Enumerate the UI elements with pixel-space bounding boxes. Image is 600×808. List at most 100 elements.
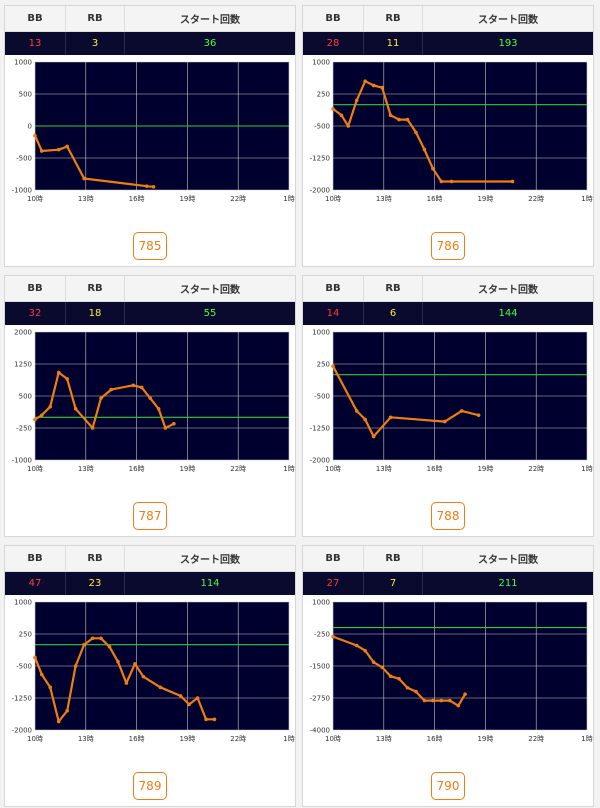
bb-count: 32	[5, 301, 66, 325]
y-tick-label: -1000	[12, 187, 32, 195]
y-tick-label: -250	[314, 631, 330, 639]
data-point	[56, 719, 61, 724]
x-tick-label: 1時	[283, 195, 294, 203]
y-tick-label: -1250	[310, 425, 330, 433]
data-point	[65, 709, 69, 713]
rb-count: 11	[363, 31, 423, 55]
machine-number-button[interactable]: 788	[431, 502, 465, 530]
x-tick-label: 16時	[129, 195, 145, 203]
data-point	[414, 130, 418, 135]
x-tick-label: 1時	[581, 735, 592, 743]
data-point	[371, 83, 376, 88]
machine-card: BB RB スタート回数 27 7 211 1000 -250 -1500 -2750 -4000 1…	[302, 545, 594, 807]
rb-header: RB	[65, 276, 125, 302]
series-line	[33, 637, 215, 723]
y-tick-label: -500	[314, 393, 330, 401]
data-point	[476, 413, 481, 417]
rb-header: RB	[65, 546, 125, 572]
machine-number-button[interactable]: 790	[431, 772, 465, 800]
x-tick-label: 13時	[78, 195, 94, 203]
bb-header: BB	[5, 6, 66, 32]
x-tick-label: 22時	[528, 195, 544, 203]
bb-header: BB	[303, 276, 364, 302]
data-point	[73, 407, 78, 411]
rb-count: 6	[363, 301, 423, 325]
data-point	[56, 147, 61, 152]
y-tick-label: -2000	[12, 727, 32, 735]
bb-count: 14	[303, 301, 364, 325]
x-tick-label: 1時	[283, 735, 294, 743]
start-count: 193	[422, 31, 593, 55]
data-point	[405, 685, 410, 690]
bb-count: 13	[5, 31, 66, 55]
data-point	[124, 681, 129, 685]
data-point	[405, 117, 410, 122]
data-point	[388, 113, 393, 118]
data-point	[431, 166, 435, 171]
machine-card: BB RB スタート回数 13 3 36 1000 500 0 -500 -1000 10時 13時 16…	[4, 5, 296, 267]
data-point	[144, 184, 149, 188]
y-tick-label: 2000	[14, 329, 32, 337]
series-line	[332, 365, 479, 438]
data-point	[109, 387, 113, 392]
data-point	[439, 698, 444, 703]
data-point	[73, 664, 78, 668]
rb-header: RB	[65, 6, 125, 32]
bb-count: 47	[5, 571, 66, 595]
machine-number-button[interactable]: 785	[133, 232, 167, 260]
data-point	[48, 404, 53, 409]
machine-number-button[interactable]: 789	[133, 772, 167, 800]
x-tick-label: 22時	[528, 465, 544, 473]
data-point	[388, 415, 393, 420]
y-tick-label: -1500	[310, 663, 330, 671]
start-header: スタート回数	[124, 276, 295, 302]
stats-table: BB RB スタート回数 14 6 144	[303, 276, 593, 325]
data-point	[363, 417, 367, 422]
data-point	[397, 677, 401, 681]
bb-count: 27	[303, 571, 364, 595]
data-point	[442, 419, 447, 424]
machine-number-button[interactable]: 786	[431, 232, 465, 260]
y-tick-label: -2750	[310, 695, 330, 703]
machine-card: BB RB スタート回数 32 18 55 2000 1250 500 -250 -1000 10時 1…	[4, 275, 296, 537]
data-point	[510, 179, 515, 184]
data-point	[449, 179, 454, 184]
rb-count: 3	[65, 31, 125, 55]
data-point	[346, 124, 351, 128]
start-count: 144	[422, 301, 593, 325]
data-point	[178, 694, 183, 698]
data-point	[99, 636, 103, 641]
bb-header: BB	[5, 276, 66, 302]
y-tick-label: 250	[19, 631, 32, 639]
data-point	[65, 377, 69, 381]
x-tick-label: 13時	[78, 735, 94, 743]
bb-header: BB	[303, 6, 364, 32]
data-point	[388, 674, 393, 679]
data-point	[422, 147, 427, 152]
data-point	[141, 674, 146, 679]
y-tick-label: -500	[16, 155, 32, 163]
x-tick-label: 10時	[27, 195, 43, 203]
x-tick-label: 13時	[376, 465, 392, 473]
machine-card: BB RB スタート回数 28 11 193 1000 250 -500 -1250 -2000 10…	[302, 5, 594, 267]
start-header: スタート回数	[422, 276, 593, 302]
data-point	[339, 113, 344, 118]
rb-count: 23	[65, 571, 125, 595]
data-point	[431, 698, 435, 703]
x-tick-label: 19時	[477, 195, 493, 203]
data-point	[439, 179, 444, 184]
x-tick-label: 1時	[283, 465, 294, 473]
start-header: スタート回数	[422, 546, 593, 572]
y-tick-label: -500	[314, 123, 330, 131]
series-line	[332, 80, 513, 183]
x-tick-label: 19時	[179, 735, 195, 743]
data-point	[422, 698, 427, 703]
data-point	[156, 407, 161, 411]
machine-number-button[interactable]: 787	[133, 502, 167, 530]
stats-table: BB RB スタート回数 27 7 211	[303, 546, 593, 595]
y-tick-label: 500	[19, 393, 32, 401]
